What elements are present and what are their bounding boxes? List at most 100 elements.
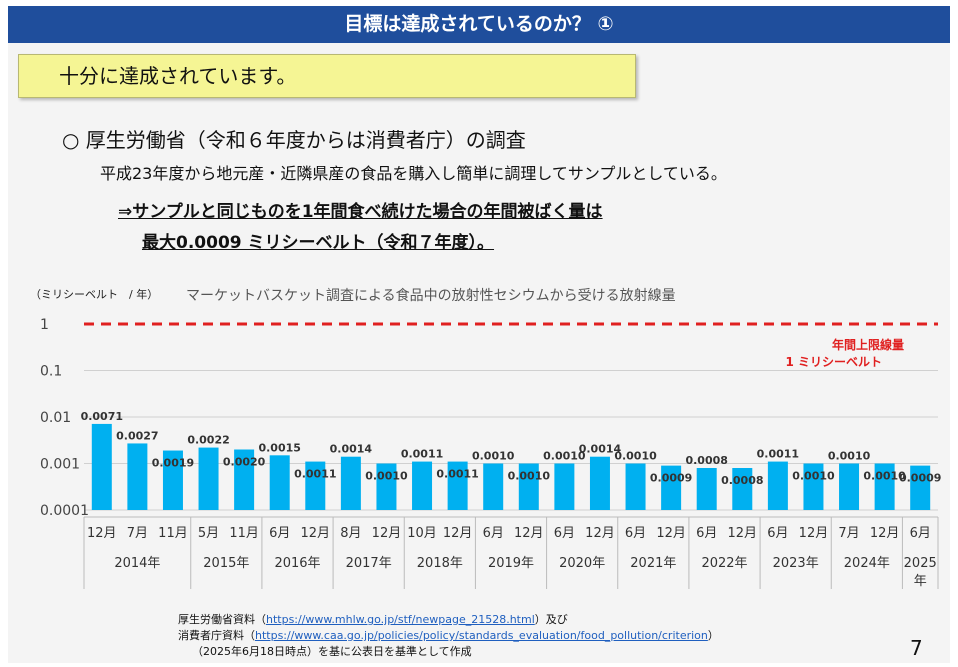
x-month-label: 7月 bbox=[127, 526, 148, 541]
bar-value-label: 0.0009 bbox=[899, 472, 941, 485]
x-year-label: 2015年 bbox=[203, 556, 249, 571]
bar bbox=[661, 465, 682, 510]
x-month-label: 6月 bbox=[483, 526, 504, 541]
limit-label-line2: 1 ミリシーベルト bbox=[785, 355, 882, 369]
bar bbox=[910, 465, 931, 510]
bar-value-label: 0.0027 bbox=[116, 429, 158, 442]
bar-value-label: 0.0014 bbox=[330, 443, 373, 456]
x-year-label: 2020年 bbox=[559, 556, 605, 571]
x-year-label: 2014年 bbox=[114, 556, 160, 571]
x-month-label: 5月 bbox=[198, 526, 219, 541]
bar bbox=[127, 443, 148, 510]
result-statement-line2: 最大0.0009 ミリシーベルト（令和７年度）。 bbox=[142, 233, 495, 253]
x-month-label: 12月 bbox=[728, 526, 758, 541]
bar-value-label: 0.0010 bbox=[863, 470, 906, 483]
bar-value-label: 0.0010 bbox=[508, 470, 551, 483]
x-month-label: 12月 bbox=[301, 526, 331, 541]
bar-value-label: 0.0019 bbox=[152, 457, 194, 470]
bar bbox=[767, 461, 788, 510]
conclusion-callout: 十分に達成されています。 bbox=[18, 54, 636, 98]
x-month-label: 6月 bbox=[910, 526, 931, 541]
bar-value-label: 0.0020 bbox=[223, 456, 266, 469]
x-year-label: 2024年 bbox=[844, 556, 890, 571]
page-number: 7 bbox=[910, 636, 923, 660]
bar-value-label: 0.0071 bbox=[81, 410, 123, 423]
x-month-label: 6月 bbox=[767, 526, 788, 541]
x-month-label: 12月 bbox=[870, 526, 900, 541]
caa-link[interactable]: https://www.caa.go.jp/policies/policy/st… bbox=[255, 629, 708, 642]
dose-bar-chart: （ミリシーベルト / 年） マーケットバスケット調査による食品中の放射性セシウム… bbox=[30, 287, 941, 589]
x-month-label: 8月 bbox=[340, 526, 361, 541]
x-month-label: 7月 bbox=[838, 526, 859, 541]
bar bbox=[234, 449, 255, 510]
y-tick-label: 1 bbox=[40, 317, 49, 333]
bar bbox=[803, 463, 824, 510]
y-tick-label: 0.1 bbox=[40, 364, 62, 380]
x-year-label: 2022年 bbox=[701, 556, 747, 571]
x-month-label: 6月 bbox=[625, 526, 646, 541]
slide-title: 目標は達成されているのか？ ① bbox=[8, 6, 950, 43]
x-year-label: 2016年 bbox=[274, 556, 320, 571]
x-month-label: 6月 bbox=[554, 526, 575, 541]
bar-value-label: 0.0010 bbox=[543, 450, 586, 463]
chart-title: マーケットバスケット調査による食品中の放射性セシウムから受ける放射線量 bbox=[186, 287, 676, 304]
bar-value-label: 0.0022 bbox=[187, 434, 229, 447]
x-month-label: 11月 bbox=[158, 526, 188, 541]
bar bbox=[198, 447, 219, 510]
source-footnote-2: 消費者庁資料（https://www.caa.go.jp/policies/po… bbox=[178, 627, 719, 643]
bar bbox=[162, 450, 183, 510]
bar bbox=[412, 461, 433, 510]
bar-value-label: 0.0014 bbox=[579, 443, 622, 456]
x-month-label: 12月 bbox=[372, 526, 402, 541]
bar bbox=[305, 461, 326, 510]
x-month-label: 12月 bbox=[443, 526, 473, 541]
x-month-label: 12月 bbox=[799, 526, 829, 541]
survey-heading: ○ 厚生労働省（令和６年度からは消費者庁）の調査 bbox=[62, 128, 526, 152]
x-year-label: 2023年 bbox=[773, 556, 819, 571]
x-year-label: 2017年 bbox=[346, 556, 392, 571]
bar bbox=[376, 463, 397, 510]
x-month-label: 12月 bbox=[656, 526, 686, 541]
y-axis-unit-label: （ミリシーベルト / 年） bbox=[30, 287, 158, 301]
bar-value-label: 0.0011 bbox=[757, 448, 799, 461]
bar bbox=[483, 463, 504, 510]
x-year-label: 2025 年 bbox=[904, 556, 937, 589]
bar bbox=[625, 463, 646, 510]
bar bbox=[340, 456, 361, 510]
y-tick-label: 0.01 bbox=[40, 410, 71, 426]
bar bbox=[696, 468, 717, 510]
bar-value-label: 0.0010 bbox=[472, 450, 515, 463]
content-background bbox=[8, 43, 950, 663]
footnote2-suffix: ） bbox=[707, 629, 719, 642]
x-month-label: 12月 bbox=[585, 526, 615, 541]
footnote1-prefix: 厚生労働省資料（ bbox=[178, 613, 266, 626]
bar-value-label: 0.0011 bbox=[294, 468, 336, 481]
bar bbox=[732, 468, 753, 510]
limit-label-line1: 年間上限線量 bbox=[832, 337, 904, 352]
x-month-label: 10月 bbox=[407, 526, 437, 541]
bar-value-label: 0.0015 bbox=[258, 441, 300, 454]
x-year-label: 2018年 bbox=[417, 556, 463, 571]
y-tick-label: 0.001 bbox=[40, 457, 80, 473]
x-year-label: 2021年 bbox=[630, 556, 676, 571]
bar bbox=[839, 463, 860, 510]
bar-value-label: 0.0011 bbox=[436, 468, 478, 481]
bar bbox=[518, 463, 539, 510]
bar-value-label: 0.0011 bbox=[401, 448, 443, 461]
x-month-label: 12月 bbox=[514, 526, 544, 541]
bar-value-label: 0.0009 bbox=[650, 472, 692, 485]
x-month-label: 11月 bbox=[229, 526, 259, 541]
bar bbox=[554, 463, 575, 510]
source-footnote-1: 厚生労働省資料（https://www.mhlw.go.jp/stf/newpa… bbox=[178, 611, 568, 627]
mhlw-link[interactable]: https://www.mhlw.go.jp/stf/newpage_21528… bbox=[266, 613, 535, 626]
bar-value-label: 0.0008 bbox=[721, 474, 763, 487]
x-year-label: 2019年 bbox=[488, 556, 534, 571]
bar bbox=[269, 455, 290, 510]
bar bbox=[589, 456, 610, 510]
bar-value-label: 0.0010 bbox=[365, 470, 408, 483]
footnote1-suffix: ）及び bbox=[534, 613, 568, 626]
x-month-label: 6月 bbox=[696, 526, 717, 541]
y-tick-label: 0.0001 bbox=[40, 503, 89, 519]
bar-value-label: 0.0010 bbox=[614, 450, 657, 463]
bar bbox=[447, 461, 468, 510]
